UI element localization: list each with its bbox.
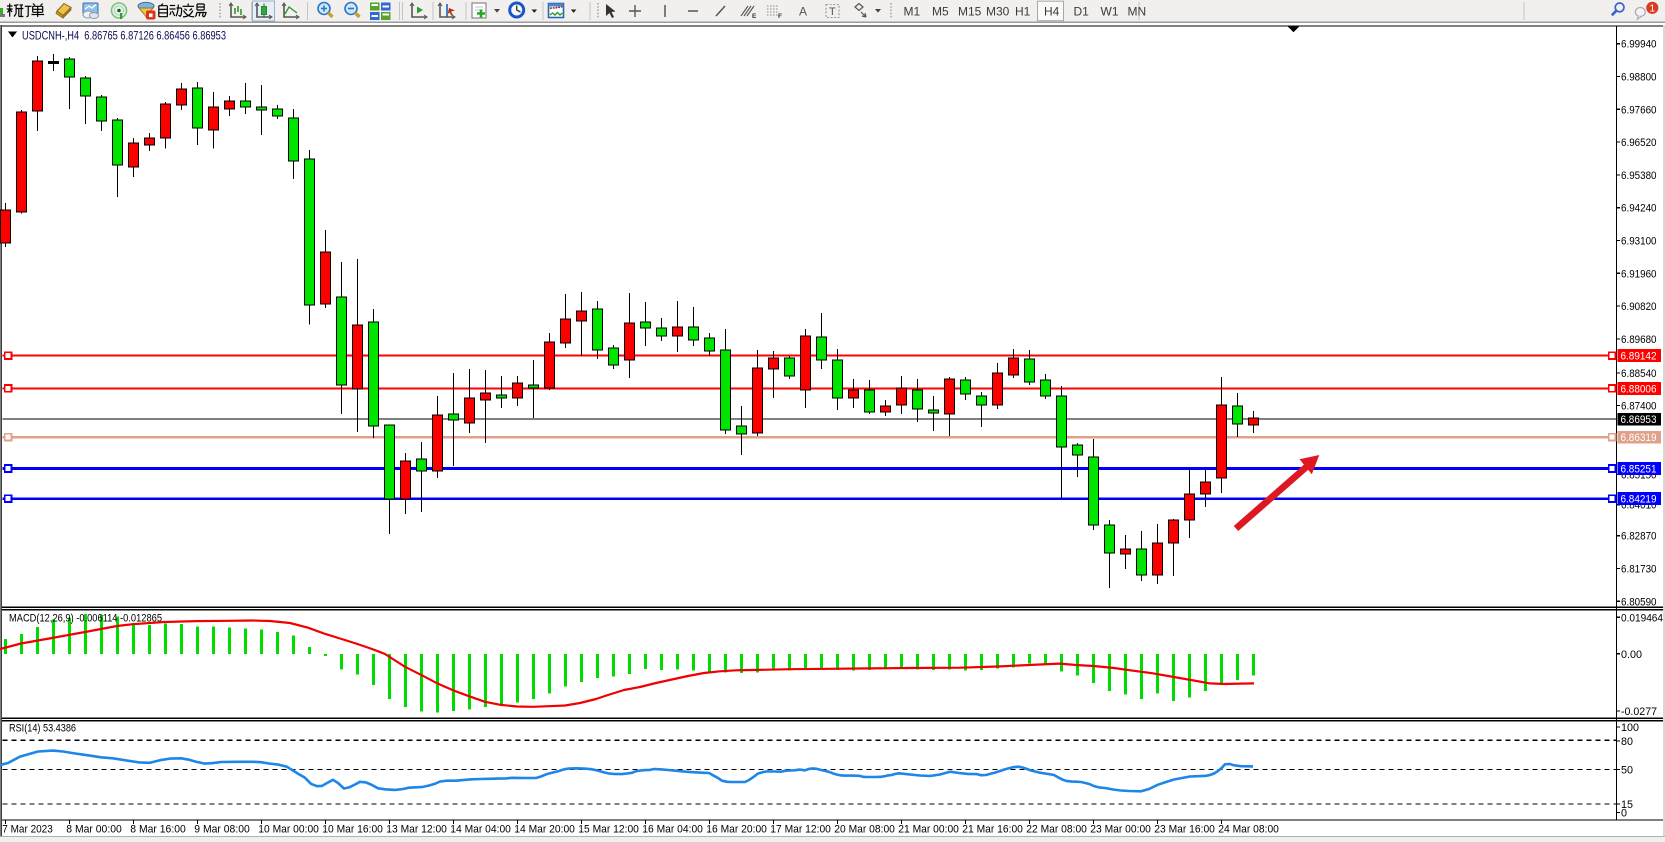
svg-text:D1: D1 — [1074, 5, 1090, 19]
svg-text:6.96520: 6.96520 — [1621, 137, 1657, 149]
svg-text:M1: M1 — [904, 5, 921, 19]
svg-text:17 Mar 12:00: 17 Mar 12:00 — [770, 824, 831, 836]
svg-text:22 Mar 08:00: 22 Mar 08:00 — [1026, 824, 1087, 836]
svg-text:13 Mar 12:00: 13 Mar 12:00 — [386, 824, 447, 836]
svg-text:6.84219: 6.84219 — [1621, 494, 1657, 506]
svg-text:0.00: 0.00 — [1621, 649, 1642, 661]
svg-text:6.81730: 6.81730 — [1621, 564, 1657, 576]
svg-text:USDCNH-,H4 6.86765 6.87126 6.: USDCNH-,H4 6.86765 6.87126 6.86456 6.869… — [22, 31, 226, 43]
svg-text:15: 15 — [1621, 799, 1633, 811]
svg-text:10 Mar 16:00: 10 Mar 16:00 — [322, 824, 383, 836]
svg-text:7 Mar 2023: 7 Mar 2023 — [2, 824, 53, 836]
svg-text:6.99940: 6.99940 — [1621, 39, 1657, 51]
svg-text:14 Mar 20:00: 14 Mar 20:00 — [514, 824, 575, 836]
svg-text:M30: M30 — [986, 5, 1010, 19]
svg-text:23 Mar 16:00: 23 Mar 16:00 — [1154, 824, 1215, 836]
svg-text:H4: H4 — [1044, 5, 1060, 19]
svg-text:M5: M5 — [932, 5, 949, 19]
svg-text:20 Mar 08:00: 20 Mar 08:00 — [834, 824, 895, 836]
svg-text:MN: MN — [1128, 5, 1147, 19]
svg-text:6.94240: 6.94240 — [1621, 203, 1657, 215]
svg-text:6.91960: 6.91960 — [1621, 268, 1657, 280]
svg-text:15 Mar 12:00: 15 Mar 12:00 — [578, 824, 639, 836]
svg-text:MACD(12,26,9) -0.006114 -0.012: MACD(12,26,9) -0.006114 -0.012865 — [9, 613, 162, 625]
svg-text:F: F — [778, 13, 782, 20]
svg-text:6.88540: 6.88540 — [1621, 368, 1657, 380]
svg-text:6.95380: 6.95380 — [1621, 170, 1657, 182]
svg-text:16 Mar 20:00: 16 Mar 20:00 — [706, 824, 767, 836]
svg-text:6.85251: 6.85251 — [1621, 464, 1657, 476]
svg-text:-0.0277: -0.0277 — [1621, 706, 1657, 718]
svg-text:T: T — [829, 6, 836, 18]
svg-text:M15: M15 — [958, 5, 982, 19]
svg-text:A: A — [799, 5, 807, 19]
svg-text:16 Mar 04:00: 16 Mar 04:00 — [642, 824, 703, 836]
svg-text:100: 100 — [1621, 722, 1639, 734]
svg-text:8 Mar 16:00: 8 Mar 16:00 — [130, 824, 186, 836]
svg-text:6.89142: 6.89142 — [1621, 351, 1657, 363]
svg-text:8 Mar 00:00: 8 Mar 00:00 — [66, 824, 122, 836]
svg-text:6.97660: 6.97660 — [1621, 104, 1657, 116]
svg-text:6.90820: 6.90820 — [1621, 301, 1657, 313]
svg-text:6.88006: 6.88006 — [1621, 383, 1657, 395]
svg-text:24 Mar 08:00: 24 Mar 08:00 — [1218, 824, 1279, 836]
svg-text:RSI(14) 53.4386: RSI(14) 53.4386 — [9, 723, 76, 735]
svg-text:50: 50 — [1621, 764, 1633, 776]
svg-text:0: 0 — [1621, 808, 1627, 820]
svg-text:9 Mar 08:00: 9 Mar 08:00 — [194, 824, 250, 836]
svg-text:14 Mar 04:00: 14 Mar 04:00 — [450, 824, 511, 836]
svg-text:6.98800: 6.98800 — [1621, 72, 1657, 84]
svg-text:6.93100: 6.93100 — [1621, 236, 1657, 248]
svg-text:80: 80 — [1621, 736, 1633, 748]
svg-text:W1: W1 — [1101, 5, 1119, 19]
svg-text:10 Mar 00:00: 10 Mar 00:00 — [258, 824, 319, 836]
svg-text:6.86319: 6.86319 — [1621, 432, 1657, 444]
svg-text:1: 1 — [1649, 3, 1655, 15]
svg-text:21 Mar 16:00: 21 Mar 16:00 — [962, 824, 1023, 836]
svg-text:6.87400: 6.87400 — [1621, 401, 1657, 413]
svg-text:6.89680: 6.89680 — [1621, 334, 1657, 346]
svg-text:6.82870: 6.82870 — [1621, 531, 1657, 543]
svg-text:23 Mar 00:00: 23 Mar 00:00 — [1090, 824, 1151, 836]
svg-text:H1: H1 — [1015, 5, 1031, 19]
svg-text:6.86953: 6.86953 — [1621, 414, 1657, 426]
svg-text:E: E — [752, 13, 757, 20]
svg-text:21 Mar 00:00: 21 Mar 00:00 — [898, 824, 959, 836]
svg-text:6.80590: 6.80590 — [1621, 596, 1657, 608]
svg-text:0.019464: 0.019464 — [1621, 612, 1663, 624]
